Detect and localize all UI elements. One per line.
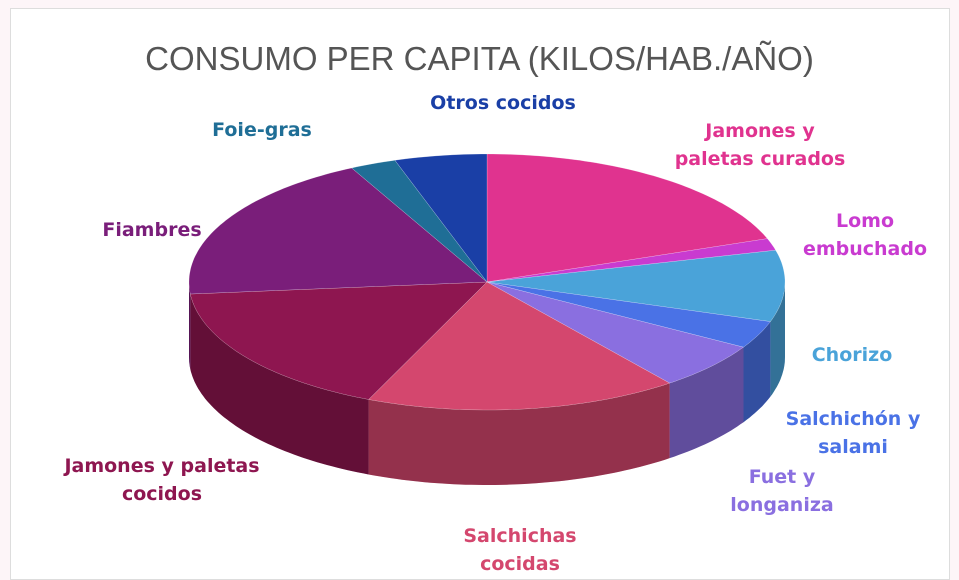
slice-label: Fuet y longaniza (730, 466, 834, 516)
pie-slice (351, 160, 488, 283)
side-shade (368, 383, 670, 485)
pie-slice (188, 167, 488, 295)
pie-slice-side (669, 347, 744, 459)
pie-slice (394, 153, 488, 283)
pie-slice (486, 281, 745, 384)
pie-slice (486, 281, 771, 348)
slice-label: Jamones y paletas cocidos (64, 455, 260, 505)
pie-slice-side (190, 294, 369, 475)
side-shade (770, 282, 785, 397)
slice-label: Otros cocidos (430, 92, 576, 114)
slice-label: Salchichón y salami (785, 408, 921, 458)
slice-label: Lomo embuchado (802, 210, 928, 260)
slice-label: Fiambres (102, 219, 202, 241)
slice-label: Foie-gras (212, 119, 312, 141)
pie-slice-side (189, 282, 191, 369)
slice-label: Jamones y paletas curados (674, 120, 846, 170)
pie-slice (189, 281, 488, 400)
slice-label: Chorizo (811, 344, 893, 366)
pie-slice-side (770, 282, 785, 397)
side-shade (190, 294, 369, 475)
pie-slice-side (743, 321, 771, 423)
side-shade (743, 321, 771, 423)
pie-slice-side (368, 383, 670, 485)
slice-label: Salchichas cocidas (463, 525, 577, 575)
chart-title: CONSUMO PER CAPITA (KILOS/HAB./AÑO) (145, 40, 814, 77)
pie-slice (486, 153, 768, 283)
pie-slice (368, 281, 671, 411)
side-shade (669, 347, 744, 459)
side-shade (189, 282, 191, 369)
pie-slice (486, 238, 777, 283)
pie-slice (486, 249, 786, 322)
